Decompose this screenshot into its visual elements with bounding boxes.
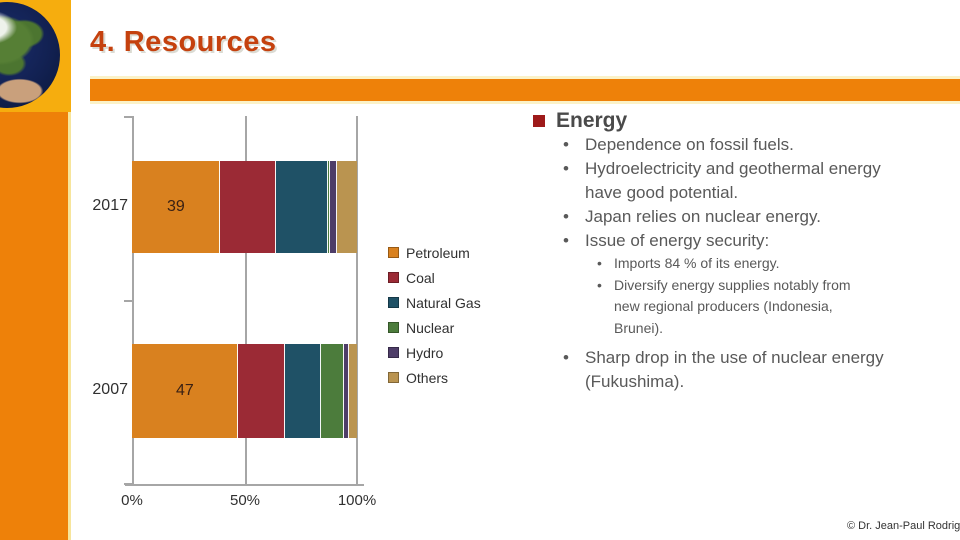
slide-title: 4. Resources [90,26,277,58]
bullet-text: Hydroelectricity and geothermal energy h… [585,159,881,203]
chart-legend: Petroleum Coal Natural Gas Nuclear Hydro Othe… [388,240,481,390]
x-tick-label: 0% [121,492,143,509]
segment-others [336,161,357,253]
panel-heading-text: Energy [556,109,628,132]
legend-marker-icon [388,247,399,258]
legend-label: Hydro [406,344,444,361]
x-tick-label: 100% [337,492,377,509]
stacked-bar-2007: 47 [132,344,357,438]
globe-logo-box [0,0,71,112]
segment-others [349,344,357,438]
legend-marker-icon [388,322,399,333]
bullet-dot: • [563,135,569,155]
segment-natural-gas [276,161,328,253]
y-axis-tick [124,483,132,485]
bullet-dot: • [563,207,569,227]
bullet-text: Diversify energy supplies notably from n… [614,276,851,337]
bullet-item: • Dependence on fossil fuels. [563,133,953,157]
gridline-100pct [356,116,358,484]
heading-bullet-square [533,115,545,127]
segment-hydro [330,161,337,253]
x-tick-label: 50% [229,492,261,509]
legend-marker-icon [388,372,399,383]
stacked-bar-2017: 39 [132,161,357,253]
y-axis-tick [124,116,132,118]
segment-petroleum: 47 [132,344,238,438]
energy-text-panel: Energy • Dependence on fossil fuels. • Hydr… [533,108,953,394]
segment-coal [237,344,285,438]
bullet-dot: • [597,276,602,293]
gridline-50pct [245,116,247,484]
bullet-text: Japan relies on nuclear energy. [585,207,821,227]
legend-item-coal: Coal [388,265,481,290]
bullet-item: • Sharp drop in the use of nuclear energy… [563,346,953,394]
legend-marker-icon [388,297,399,308]
bullet-item: • Japan relies on nuclear energy. [563,205,953,229]
bar-value-label: 47 [175,382,194,399]
bullet-list: • Dependence on fossil fuels. • Hydroelectr… [533,133,953,394]
left-accent-strip [0,112,71,540]
bar-value-label: 39 [166,198,185,215]
category-label-2007: 2007 [92,381,128,398]
title-underline-bar [90,76,960,104]
legend-label: Nuclear [406,319,455,336]
bullet-item: • Imports 84 % of its energy. [597,253,953,275]
segment-coal [219,161,276,253]
bullet-text: Dependence on fossil fuels. [585,135,794,155]
bullet-item: • Issue of energy security: [563,229,953,253]
bullet-text: Imports 84 % of its energy. [614,255,780,272]
x-axis-line [125,484,364,486]
bullet-item: • Diversify energy supplies notably from … [597,275,953,340]
legend-item-petroleum: Petroleum [388,240,481,265]
legend-marker-icon [388,272,399,283]
legend-item-natural-gas: Natural Gas [388,290,481,315]
copyright-text: © Dr. Jean-Paul Rodrig [847,520,960,532]
legend-item-nuclear: Nuclear [388,315,481,340]
bullet-dot: • [563,231,569,251]
panel-heading: Energy [533,108,953,133]
segment-natural-gas [285,344,321,438]
bullet-dot: • [563,347,569,367]
bullet-text: Sharp drop in the use of nuclear energy … [585,347,884,391]
legend-label: Others [406,369,449,386]
bullet-dot: • [563,159,569,179]
legend-label: Petroleum [406,244,470,261]
legend-label: Coal [406,269,435,286]
segment-petroleum: 39 [132,161,220,253]
segment-nuclear [321,344,344,438]
y-axis-tick [124,300,132,302]
segment-nuclear [327,161,330,253]
legend-item-others: Others [388,365,481,390]
earth-globe-icon [0,2,60,108]
bullet-dot: • [597,255,602,272]
segment-hydro [343,344,350,438]
bullet-item: • Hydroelectricity and geothermal energy … [563,157,953,205]
bullet-text: Issue of energy security: [585,231,770,251]
legend-item-hydro: Hydro [388,340,481,365]
legend-marker-icon [388,347,399,358]
category-label-2017: 2017 [92,197,128,214]
legend-label: Natural Gas [406,294,481,311]
gridline-0pct [132,116,134,484]
